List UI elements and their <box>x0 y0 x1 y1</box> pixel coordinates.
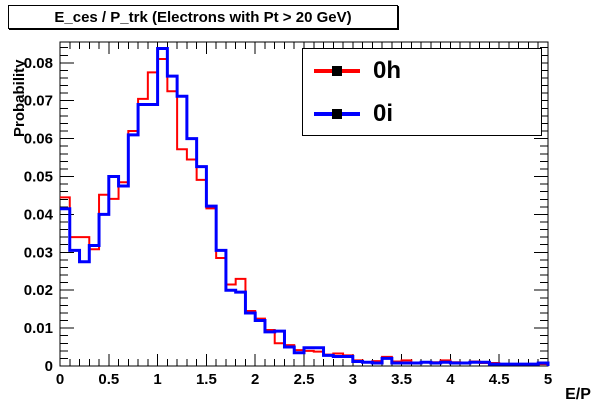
x-tick-label: 0 <box>56 371 64 388</box>
y-tick-label: 0.06 <box>24 131 53 148</box>
plot-title-box: E_ces / P_trk (Electrons with Pt > 20 Ge… <box>8 5 398 29</box>
y-tick-label: 0.05 <box>24 169 53 186</box>
legend-entry-0i: 0i <box>303 92 541 135</box>
y-tick-label: 0 <box>45 358 53 375</box>
x-tick-label: 0.5 <box>98 371 119 388</box>
legend-box: 0h 0i <box>302 48 542 136</box>
legend-label-0i: 0i <box>373 99 394 127</box>
plot-title: E_ces / P_trk (Electrons with Pt > 20 Ge… <box>54 8 352 26</box>
y-tick-label: 0.03 <box>24 244 53 261</box>
legend-line-red <box>314 65 360 76</box>
x-tick-label: 5 <box>544 371 552 388</box>
legend-square-marker-icon <box>332 65 342 76</box>
y-tick-label: 0.04 <box>24 206 54 223</box>
axis-tick-labels: 0 0.5 1 1.5 2 2.5 3 3.5 4 4.5 5 0 0.01 0.02 0.03 0.04 0.… <box>24 55 552 388</box>
x-tick-label: 4.5 <box>489 371 510 388</box>
x-axis-title: E/P <box>565 386 591 403</box>
x-tick-label: 4 <box>446 371 455 388</box>
y-tick-label: 0.08 <box>24 55 53 72</box>
x-tick-label: 2 <box>251 371 259 388</box>
x-tick-label: 3.5 <box>391 371 412 388</box>
x-tick-label: 3 <box>349 371 357 388</box>
y-tick-label: 0.02 <box>24 282 53 299</box>
legend-entry-0h: 0h <box>303 49 541 92</box>
x-tick-label: 2.5 <box>294 371 315 388</box>
x-tick-label: 1 <box>153 371 161 388</box>
legend-line-blue <box>314 108 360 119</box>
legend-label-0h: 0h <box>373 56 402 84</box>
series-0i-line <box>60 46 550 366</box>
y-tick-label: 0.07 <box>24 93 53 110</box>
legend-square-marker-icon <box>332 108 342 119</box>
y-axis-title: Probability <box>11 59 28 137</box>
y-tick-label: 0.01 <box>24 320 53 337</box>
x-tick-label: 1.5 <box>196 371 217 388</box>
